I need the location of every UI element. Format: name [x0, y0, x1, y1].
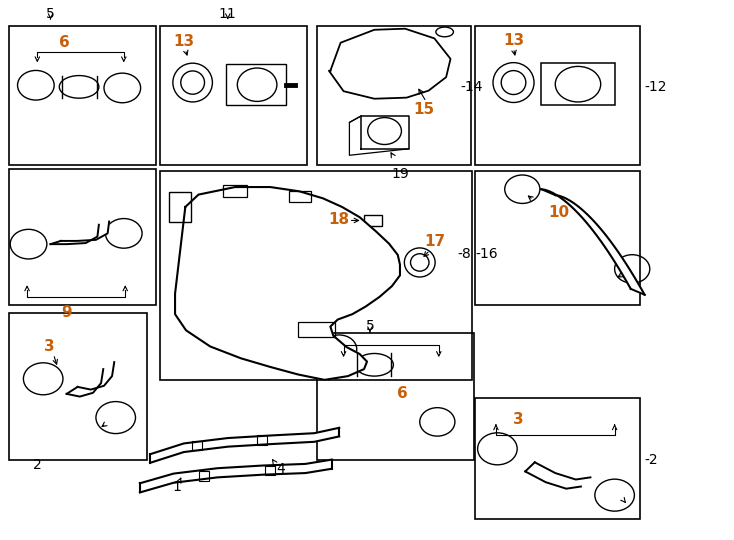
- Bar: [364, 214, 382, 226]
- Bar: [10, 26, 156, 165]
- Polygon shape: [526, 462, 590, 489]
- Text: 10: 10: [548, 205, 570, 220]
- Polygon shape: [51, 221, 109, 244]
- Bar: [199, 471, 209, 481]
- Bar: [542, 63, 614, 105]
- Text: 18: 18: [329, 212, 349, 227]
- Bar: [223, 185, 247, 197]
- Text: 9: 9: [62, 305, 72, 320]
- Bar: [317, 333, 474, 460]
- Text: 19: 19: [392, 166, 410, 180]
- Text: 17: 17: [424, 234, 445, 249]
- Text: -8: -8: [457, 247, 471, 261]
- Text: -12: -12: [644, 80, 666, 94]
- Polygon shape: [361, 116, 409, 149]
- Bar: [161, 171, 472, 380]
- Text: 5: 5: [366, 319, 374, 333]
- Bar: [265, 465, 275, 475]
- Text: 4: 4: [276, 462, 285, 476]
- Polygon shape: [150, 428, 339, 463]
- Text: 6: 6: [59, 35, 70, 50]
- Text: 1: 1: [172, 480, 181, 494]
- Bar: [170, 192, 191, 221]
- Text: 13: 13: [173, 34, 195, 49]
- Text: 6: 6: [397, 387, 407, 401]
- Bar: [10, 313, 148, 460]
- Text: 5: 5: [46, 7, 55, 21]
- Text: 13: 13: [503, 33, 524, 48]
- Polygon shape: [329, 29, 451, 99]
- Text: 3: 3: [512, 412, 523, 427]
- Polygon shape: [175, 187, 400, 380]
- Text: 11: 11: [219, 7, 236, 21]
- Polygon shape: [140, 460, 332, 492]
- Text: 3: 3: [44, 339, 54, 354]
- Bar: [161, 26, 307, 165]
- Polygon shape: [542, 189, 644, 295]
- Polygon shape: [67, 362, 115, 396]
- Bar: [317, 26, 471, 165]
- Text: -16: -16: [476, 247, 498, 261]
- Bar: [476, 26, 639, 165]
- Bar: [476, 397, 639, 519]
- Text: 15: 15: [413, 102, 435, 117]
- Bar: [298, 322, 335, 338]
- Bar: [192, 441, 202, 450]
- Text: -14: -14: [461, 80, 483, 94]
- Bar: [10, 169, 156, 305]
- Text: -2: -2: [644, 453, 658, 467]
- Bar: [476, 171, 639, 305]
- Bar: [257, 435, 267, 445]
- Bar: [226, 64, 286, 105]
- Text: 2: 2: [33, 458, 42, 472]
- Bar: [289, 191, 311, 202]
